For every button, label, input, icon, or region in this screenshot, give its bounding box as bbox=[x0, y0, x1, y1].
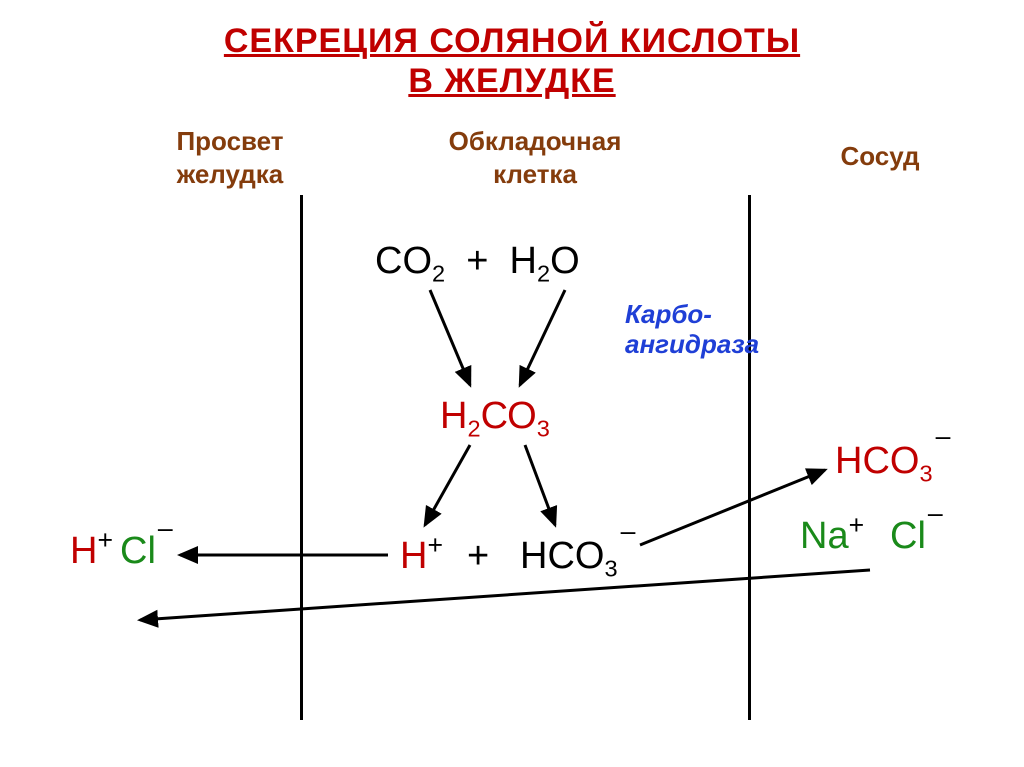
col-label-lumen-l1: Просвет bbox=[176, 126, 283, 156]
diagram-stage: СЕКРЕЦИЯ СОЛЯНОЙ КИСЛОТЫ В ЖЕЛУДКЕ Просв… bbox=[0, 0, 1024, 767]
col-label-lumen: Просвет желудка bbox=[130, 125, 330, 190]
formula-co2-h2o: CO2 + H2O bbox=[375, 240, 580, 283]
formula-hco3-right: HCO3– bbox=[835, 440, 947, 483]
membrane-line-right bbox=[748, 195, 751, 720]
formula-plus-center: + bbox=[467, 535, 489, 578]
formula-cl-right: Cl– bbox=[890, 515, 941, 558]
enzyme-l1: Карбо- bbox=[625, 299, 712, 329]
title-line-1: СЕКРЕЦИЯ СОЛЯНОЙ КИСЛОТЫ bbox=[0, 22, 1024, 61]
enzyme-label: Карбо- ангидраза bbox=[625, 300, 759, 360]
col-label-cell: Обкладочная клетка bbox=[405, 125, 665, 190]
col-label-vessel: Сосуд bbox=[780, 140, 980, 173]
col-label-lumen-l2: желудка bbox=[177, 159, 284, 189]
col-label-cell-l1: Обкладочная bbox=[449, 126, 622, 156]
enzyme-l2: ангидраза bbox=[625, 329, 759, 359]
formula-hco3-center: HCO3– bbox=[520, 535, 632, 578]
formula-h-center: Н+ bbox=[400, 535, 443, 578]
formula-h2co3: H2СО3 bbox=[440, 395, 550, 438]
col-label-vessel-l1: Сосуд bbox=[840, 141, 919, 171]
formula-cl-left: Cl– bbox=[120, 530, 171, 573]
formula-h-left: Н+ bbox=[70, 530, 113, 573]
col-label-cell-l2: клетка bbox=[493, 159, 577, 189]
title-line-2: В ЖЕЛУДКЕ bbox=[0, 62, 1024, 101]
arrows-layer bbox=[0, 0, 1024, 767]
membrane-line-left bbox=[300, 195, 303, 720]
formula-na-right: Na+ bbox=[800, 515, 864, 558]
